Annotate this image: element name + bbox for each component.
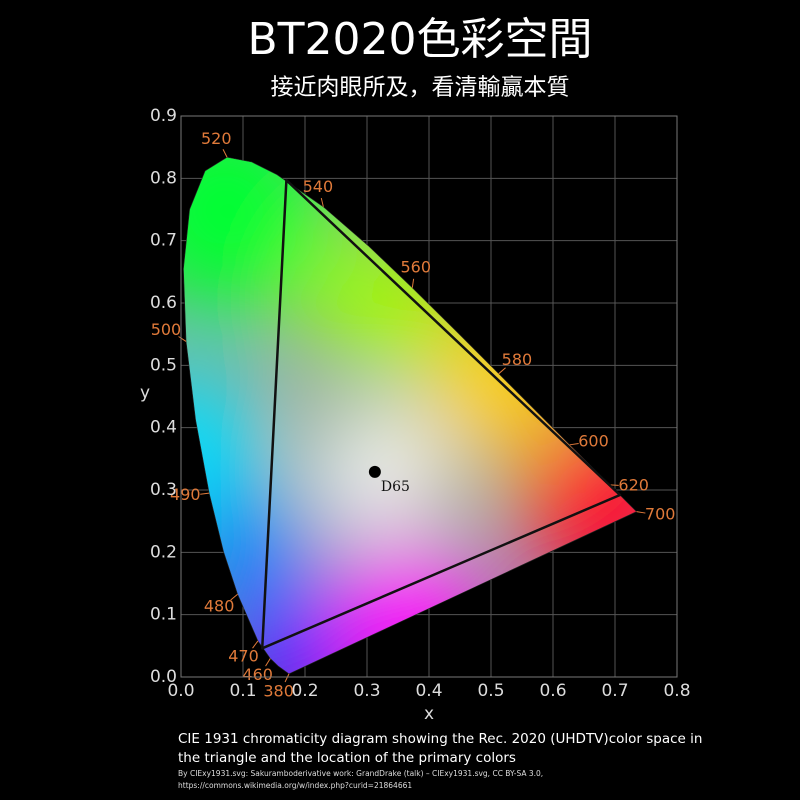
x-tick-label: 0.7 (601, 681, 628, 701)
wavelength-label: 700 (645, 504, 676, 523)
y-tick-label: 0.5 (150, 355, 177, 375)
page-title: BT2020色彩空間 (247, 14, 592, 65)
caption-line: the triangle and the location of the pri… (178, 750, 516, 766)
wavelength-label: 520 (201, 129, 232, 148)
credit-line: By CIExy1931.svg: Sakuramboderivative wo… (178, 769, 543, 778)
wavelength-label: 480 (204, 597, 235, 616)
wavelength-tick (320, 197, 324, 207)
y-tick-label: 0.0 (150, 667, 177, 687)
wavelength-label: 580 (502, 350, 533, 369)
wavelength-tick (411, 278, 415, 288)
y-axis-label: y (140, 383, 150, 403)
wavelength-tick (252, 640, 259, 649)
wavelength-tick (230, 593, 238, 601)
y-tick-label: 0.8 (150, 168, 177, 188)
wavelength-label: 600 (578, 431, 609, 450)
wavelength-tick (284, 673, 290, 683)
wavelength-label: 620 (618, 476, 649, 495)
spectral-locus (183, 156, 638, 675)
x-tick-label: 0.3 (353, 681, 380, 701)
x-tick-label: 0.8 (663, 681, 690, 701)
x-tick-label: 0.4 (415, 681, 442, 701)
y-tick-label: 0.3 (150, 480, 177, 500)
x-tick-label: 0.1 (229, 681, 256, 701)
x-axis-label: x (424, 704, 434, 724)
white-point (368, 465, 381, 478)
x-tick-label: 0.0 (167, 681, 194, 701)
wavelength-label: 560 (401, 257, 432, 276)
x-tick-label: 0.6 (539, 681, 566, 701)
y-tick-label: 0.2 (150, 542, 177, 562)
wavelength-tick (636, 511, 646, 514)
wavelength-tick (200, 492, 210, 495)
wavelength-label: 460 (242, 665, 273, 684)
wavelength-tick (609, 484, 619, 486)
caption-line: CIE 1931 chromaticity diagram showing th… (178, 731, 702, 747)
y-tick-label: 0.7 (150, 231, 177, 251)
wavelength-tick (265, 658, 271, 667)
page-subtitle: 接近肉眼所及，看清輸贏本質 (271, 75, 570, 101)
wavelength-label: 500 (151, 320, 182, 339)
wavelength-tick (178, 336, 187, 342)
wavelength-tick (569, 443, 579, 446)
wavelength-tick (222, 149, 228, 158)
y-tick-label: 0.9 (150, 106, 177, 126)
y-tick-label: 0.4 (150, 418, 177, 438)
wavelength-label: 540 (303, 177, 334, 196)
wavelength-tick (498, 367, 506, 375)
y-tick-label: 0.1 (150, 605, 177, 625)
gamut-triangle (260, 178, 622, 650)
x-tick-label: 0.5 (477, 681, 504, 701)
white-point-label: D65 (381, 479, 410, 495)
wavelength-label: 490 (170, 485, 201, 504)
wavelength-label: 380 (263, 681, 294, 700)
wavelength-label: 470 (228, 646, 259, 665)
plot-frame (180, 115, 678, 678)
y-tick-label: 0.6 (150, 293, 177, 313)
credit-line: https://commons.wikimedia.org/w/index.ph… (178, 781, 412, 790)
x-tick-label: 0.2 (291, 681, 318, 701)
